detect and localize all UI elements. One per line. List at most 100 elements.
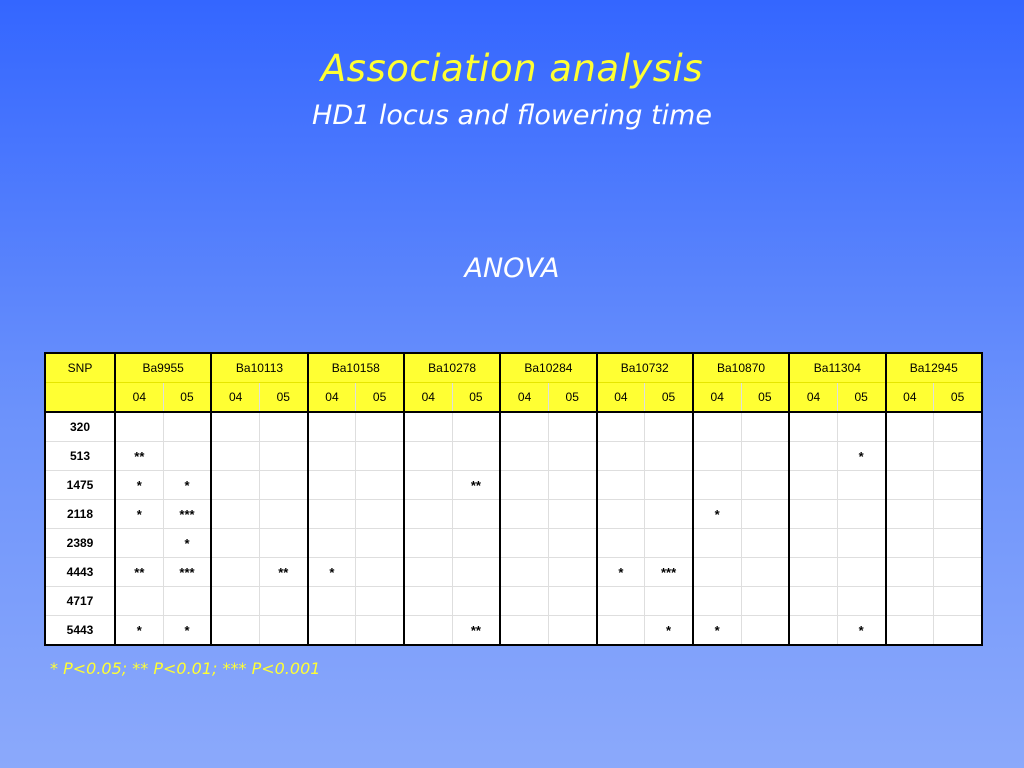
significance-cell: *	[596, 557, 645, 587]
table-row: 320	[44, 411, 984, 442]
marker-header: Ba9955	[114, 353, 213, 383]
significance-cell	[740, 499, 791, 529]
year-header: 05	[644, 382, 694, 412]
significance-cell: ***	[644, 557, 694, 587]
significance-cell	[884, 615, 934, 645]
year-header: 04	[596, 382, 645, 412]
significance-cell	[162, 411, 213, 442]
year-header: 04	[499, 382, 549, 412]
year-header: 04	[210, 382, 260, 412]
significance-cell	[355, 411, 405, 442]
year-header: 05	[933, 382, 984, 412]
slide-subtitle: HD1 locus and flowering time	[312, 100, 712, 131]
significance-cell	[114, 411, 164, 442]
significance-cell	[933, 528, 984, 558]
significance-cell	[451, 557, 502, 587]
significance-cell	[547, 470, 598, 500]
significance-cell	[547, 411, 598, 442]
significance-cell: **	[114, 441, 164, 471]
snp-id: 4443	[44, 557, 116, 587]
significance-cell	[355, 528, 405, 558]
significance-cell	[210, 499, 260, 529]
significance-cell	[596, 499, 645, 529]
significance-cell	[499, 499, 549, 529]
significance-cell	[836, 499, 887, 529]
significance-cell	[403, 411, 453, 442]
significance-cell: *	[692, 615, 742, 645]
year-header: 05	[547, 382, 598, 412]
significance-cell	[788, 528, 838, 558]
year-header: 05	[836, 382, 887, 412]
significance-cell	[258, 615, 309, 645]
significance-cell	[547, 586, 598, 616]
significance-cell	[547, 499, 598, 529]
significance-cell	[403, 441, 453, 471]
significance-cell	[596, 586, 645, 616]
significance-cell	[403, 499, 453, 529]
year-header: 04	[884, 382, 934, 412]
significance-cell	[547, 528, 598, 558]
section-label: ANOVA	[464, 253, 560, 284]
significance-cell: *	[307, 557, 356, 587]
significance-cell	[788, 499, 838, 529]
significance-cell	[933, 499, 984, 529]
significance-cell: *	[836, 441, 887, 471]
significance-cell	[933, 557, 984, 587]
marker-header: Ba12945	[885, 353, 983, 383]
significance-cell	[788, 470, 838, 500]
significance-cell	[836, 528, 887, 558]
significance-cell	[884, 528, 934, 558]
significance-cell	[933, 586, 984, 616]
anova-table: SNP Ba9955 Ba10113 Ba10158 Ba10278 Ba10284 Ba1…	[44, 352, 984, 646]
significance-cell	[403, 470, 453, 500]
table-row: 4443 ** *** ** * * ***	[44, 557, 984, 587]
significance-cell: *	[162, 528, 213, 558]
significance-cell	[162, 586, 213, 616]
year-header: 04	[403, 382, 453, 412]
significance-cell: *	[692, 499, 742, 529]
slide-title: Association analysis	[320, 47, 704, 90]
marker-header: Ba10870	[692, 353, 791, 383]
year-header: 05	[355, 382, 405, 412]
significance-cell	[836, 411, 887, 442]
significance-cell: *	[114, 499, 164, 529]
significance-cell	[162, 441, 213, 471]
year-header: 05	[451, 382, 502, 412]
significance-cell	[403, 586, 453, 616]
significance-cell	[884, 557, 934, 587]
year-header: 04	[307, 382, 356, 412]
significance-cell	[596, 528, 645, 558]
significance-cell	[692, 441, 742, 471]
significance-cell	[258, 441, 309, 471]
significance-cell	[884, 586, 934, 616]
significance-cell	[933, 470, 984, 500]
snp-id: 4717	[44, 586, 116, 616]
significance-cell	[355, 470, 405, 500]
significance-cell	[788, 441, 838, 471]
significance-cell	[355, 499, 405, 529]
significance-cell	[451, 441, 502, 471]
significance-cell	[210, 586, 260, 616]
significance-cell	[740, 411, 791, 442]
significance-cell	[210, 441, 260, 471]
significance-cell	[596, 615, 645, 645]
year-header: 05	[162, 382, 213, 412]
significance-cell	[933, 615, 984, 645]
significance-cell	[307, 411, 356, 442]
significance-cell	[403, 557, 453, 587]
significance-cell	[788, 586, 838, 616]
significance-cell	[788, 411, 838, 442]
year-header: 04	[692, 382, 742, 412]
significance-cell	[740, 615, 791, 645]
significance-footnote: * P<0.05; ** P<0.01; *** P<0.001	[50, 659, 321, 678]
marker-header: Ba10278	[403, 353, 502, 383]
significance-cell: *	[114, 615, 164, 645]
significance-cell	[788, 557, 838, 587]
significance-cell	[692, 411, 742, 442]
year-header: 04	[114, 382, 164, 412]
significance-cell	[499, 470, 549, 500]
significance-cell	[499, 411, 549, 442]
table-row: 2118 * *** *	[44, 499, 984, 529]
significance-cell: **	[114, 557, 164, 587]
significance-cell	[499, 615, 549, 645]
